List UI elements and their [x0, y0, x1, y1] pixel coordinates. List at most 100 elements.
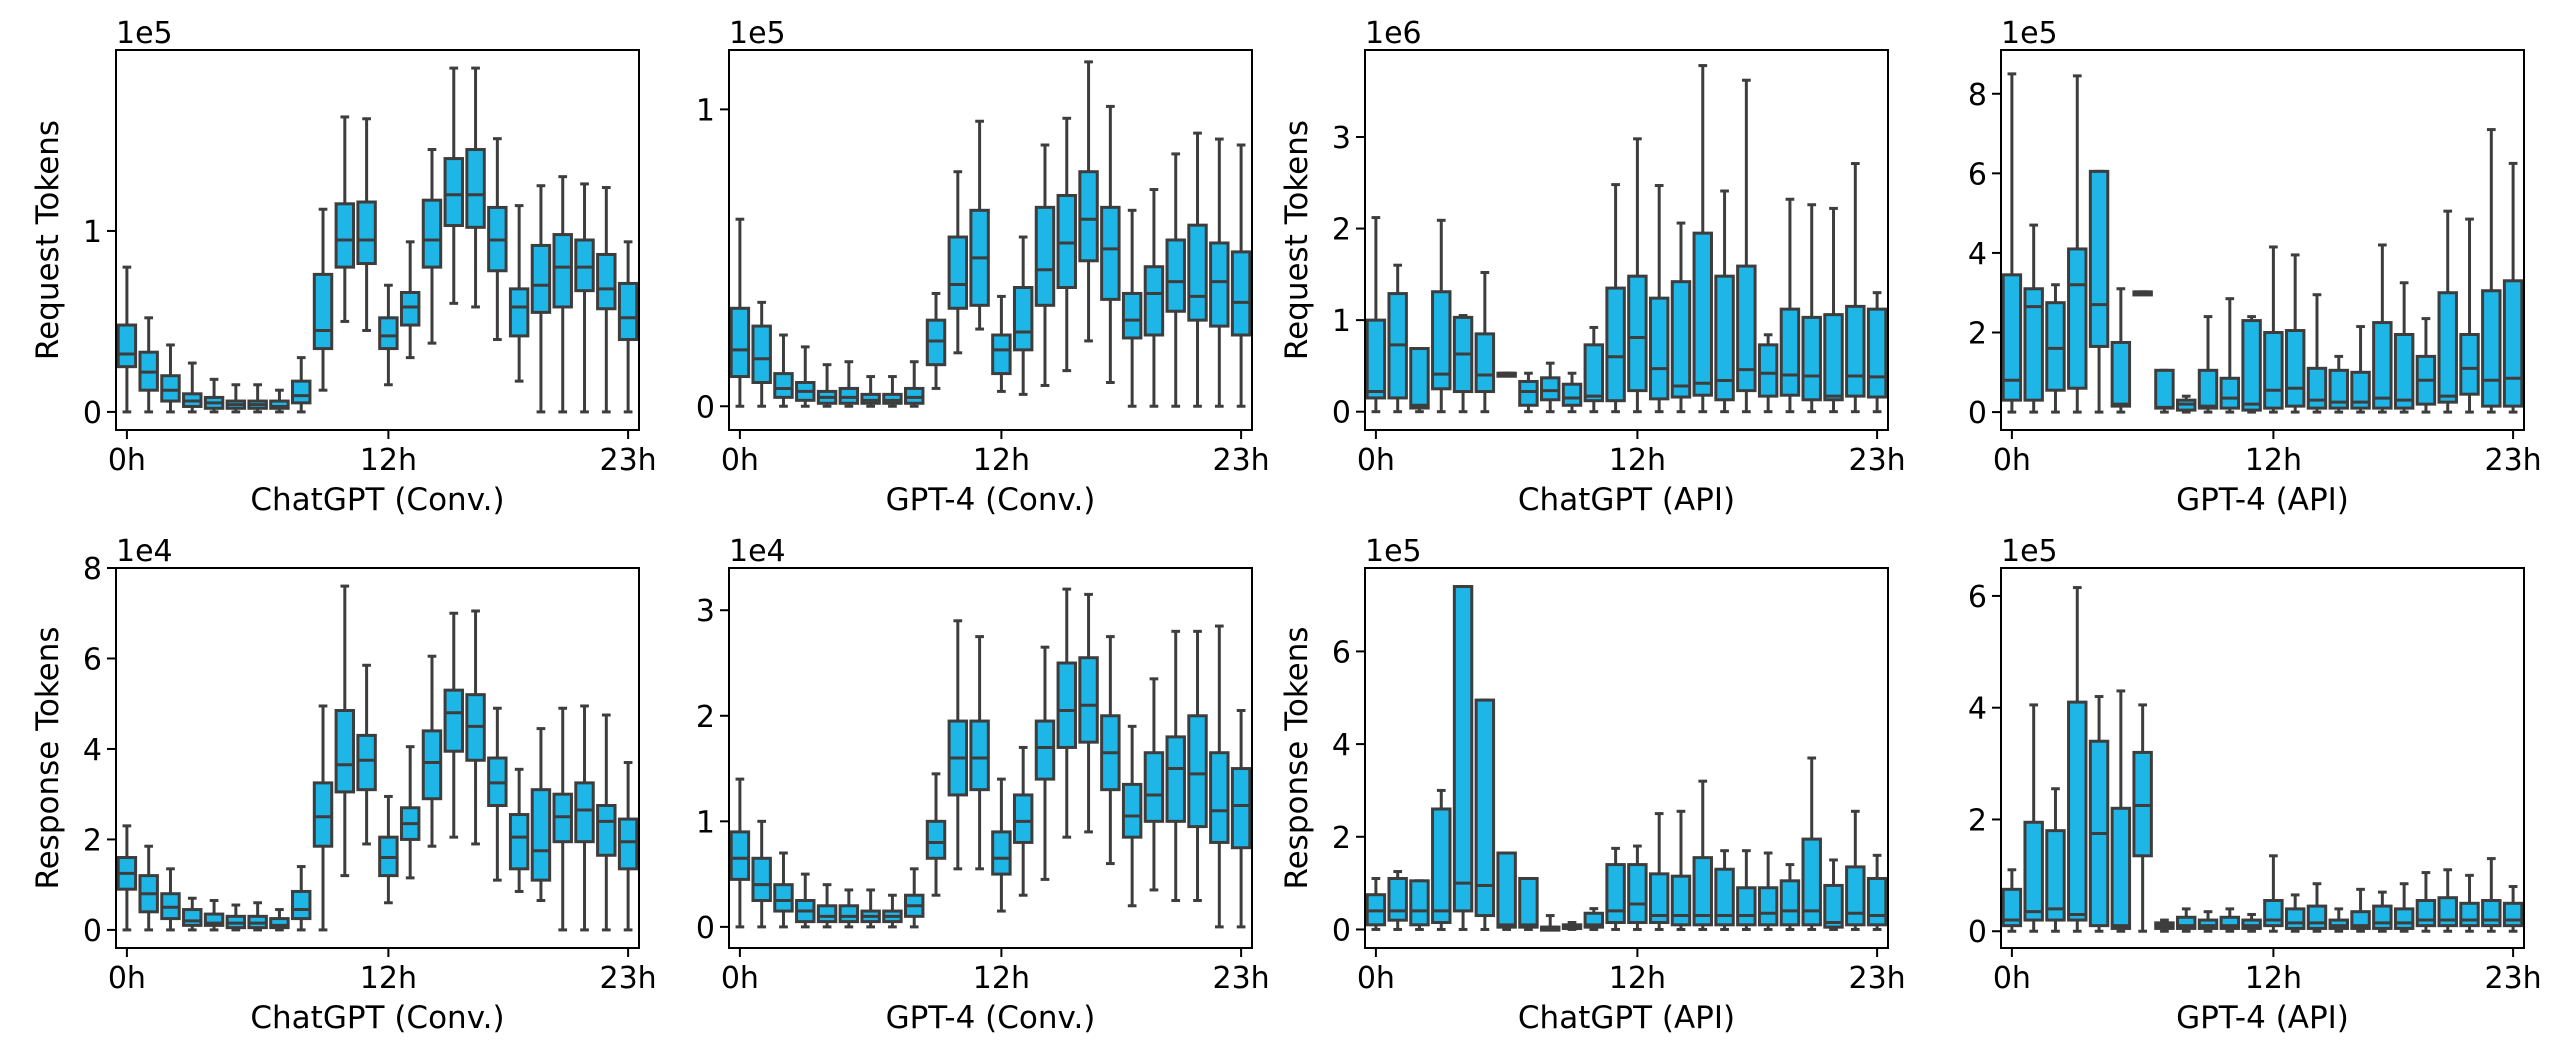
iqr-box [1648, 872, 1670, 925]
iqr-box [2088, 169, 2110, 348]
iqr-box [203, 912, 225, 927]
y-axis-multiplier: 1e4 [116, 534, 173, 569]
box-hour-10 [2219, 297, 2241, 414]
iqr-box [2372, 321, 2393, 410]
iqr-box [2306, 904, 2328, 930]
iqr-box [2502, 279, 2524, 408]
box-hour-12 [1627, 844, 1648, 931]
chart-panel-1: 0 1 0h 12h 23h ChatGPT (Conv.) Request Tokens 1… [30, 16, 657, 518]
box-hour-23 [617, 761, 639, 932]
x-tick-label: 0h [1993, 961, 2031, 996]
iqr-box [465, 148, 486, 229]
box-hour-11 [1605, 183, 1626, 414]
box-hour-7 [2154, 368, 2175, 414]
box-hour-4 [816, 883, 838, 929]
box-hour-10 [2219, 907, 2241, 933]
iqr-box [1518, 876, 1539, 929]
box-hour-1 [2023, 223, 2044, 414]
box-hour-20 [552, 175, 573, 414]
x-tick-label: 0h [721, 443, 759, 478]
box-hour-7 [882, 893, 903, 929]
box-hour-20 [1165, 629, 1186, 902]
x-tick-label: 0h [108, 443, 146, 478]
box-hour-19 [2415, 317, 2437, 414]
iqr-box [2197, 368, 2219, 410]
iqr-box [1078, 656, 1099, 744]
x-axis-label: ChatGPT (API) [1518, 1000, 1735, 1036]
box-hour-23 [1230, 143, 1252, 408]
iqr-box [356, 200, 377, 266]
box-hour-0 [1365, 216, 1387, 414]
box-hour-5 [225, 903, 247, 932]
iqr-box [1387, 876, 1408, 922]
box-hour-22 [1845, 809, 1866, 931]
iqr-box [1100, 205, 1121, 301]
box-hour-5 [225, 383, 247, 414]
x-tick-label: 23h [600, 443, 657, 478]
box-hour-16 [2350, 887, 2371, 933]
iqr-box [312, 272, 334, 351]
iqr-box [1627, 863, 1648, 925]
iqr-box [356, 733, 377, 792]
box-hour-15 [443, 611, 464, 839]
iqr-box [1209, 241, 1230, 328]
y-tick-label: 2 [696, 700, 715, 735]
box-hour-10 [334, 584, 356, 878]
box-hour-19 [1779, 197, 1801, 414]
box-hour-8 [904, 360, 925, 408]
plot-frame [1364, 49, 1889, 431]
y-tick-label: 2 [1968, 317, 1987, 352]
iqr-box [1605, 286, 1626, 403]
y-tick-label: 4 [83, 733, 102, 768]
plot-frame [1364, 567, 1889, 949]
iqr-box [530, 788, 552, 882]
iqr-box [1078, 170, 1099, 263]
box-hour-6 [1496, 371, 1517, 378]
y-tick-label: 2 [1332, 213, 1351, 248]
iqr-box [1670, 874, 1692, 927]
box-hour-13 [2284, 893, 2306, 933]
y-tick-label: 6 [1968, 580, 1987, 615]
iqr-box [1823, 883, 1844, 929]
box-hour-12 [378, 794, 399, 905]
plot-frame [115, 49, 640, 431]
y-tick-label: 1 [1332, 304, 1351, 339]
box-hour-3 [2067, 74, 2088, 414]
box-hour-16 [465, 66, 486, 309]
iqr-box [1736, 886, 1757, 927]
iqr-box [2241, 319, 2262, 412]
iqr-box [2067, 247, 2088, 390]
box-hour-8 [291, 356, 312, 414]
box-hour-18 [2393, 882, 2415, 933]
box-hour-14 [1034, 143, 1056, 387]
box-hour-0 [2001, 868, 2023, 933]
box-hour-0 [729, 217, 751, 408]
box-hour-1 [1387, 263, 1408, 414]
box-hour-11 [356, 663, 377, 846]
x-axis-label: GPT-4 (Conv.) [886, 1000, 1096, 1036]
box-hour-19 [1143, 188, 1165, 408]
box-hour-2 [160, 867, 181, 932]
y-axis-label: Response Tokens [30, 626, 66, 889]
box-hour-8 [2176, 394, 2197, 414]
box-hour-7 [882, 375, 903, 408]
box-hour-21 [1187, 131, 1208, 408]
box-hour-15 [1056, 587, 1077, 839]
iqr-box [552, 233, 573, 309]
x-tick-label: 0h [108, 961, 146, 996]
iqr-box [1143, 265, 1165, 337]
iqr-box [1056, 661, 1077, 749]
x-tick-label: 12h [360, 961, 417, 996]
y-axis-label: Request Tokens [1279, 120, 1315, 360]
box-hour-15 [2328, 907, 2349, 933]
box-hour-4 [1452, 585, 1474, 931]
y-axis-multiplier: 1e4 [729, 534, 786, 569]
box-hour-7 [269, 908, 290, 932]
box-hour-16 [465, 609, 486, 846]
iqr-box [1714, 867, 1735, 927]
iqr-box [1518, 379, 1539, 407]
box-hour-18 [1121, 724, 1143, 908]
iqr-box [1409, 879, 1430, 927]
box-hour-23 [1866, 853, 1888, 931]
iqr-box [2437, 291, 2458, 404]
